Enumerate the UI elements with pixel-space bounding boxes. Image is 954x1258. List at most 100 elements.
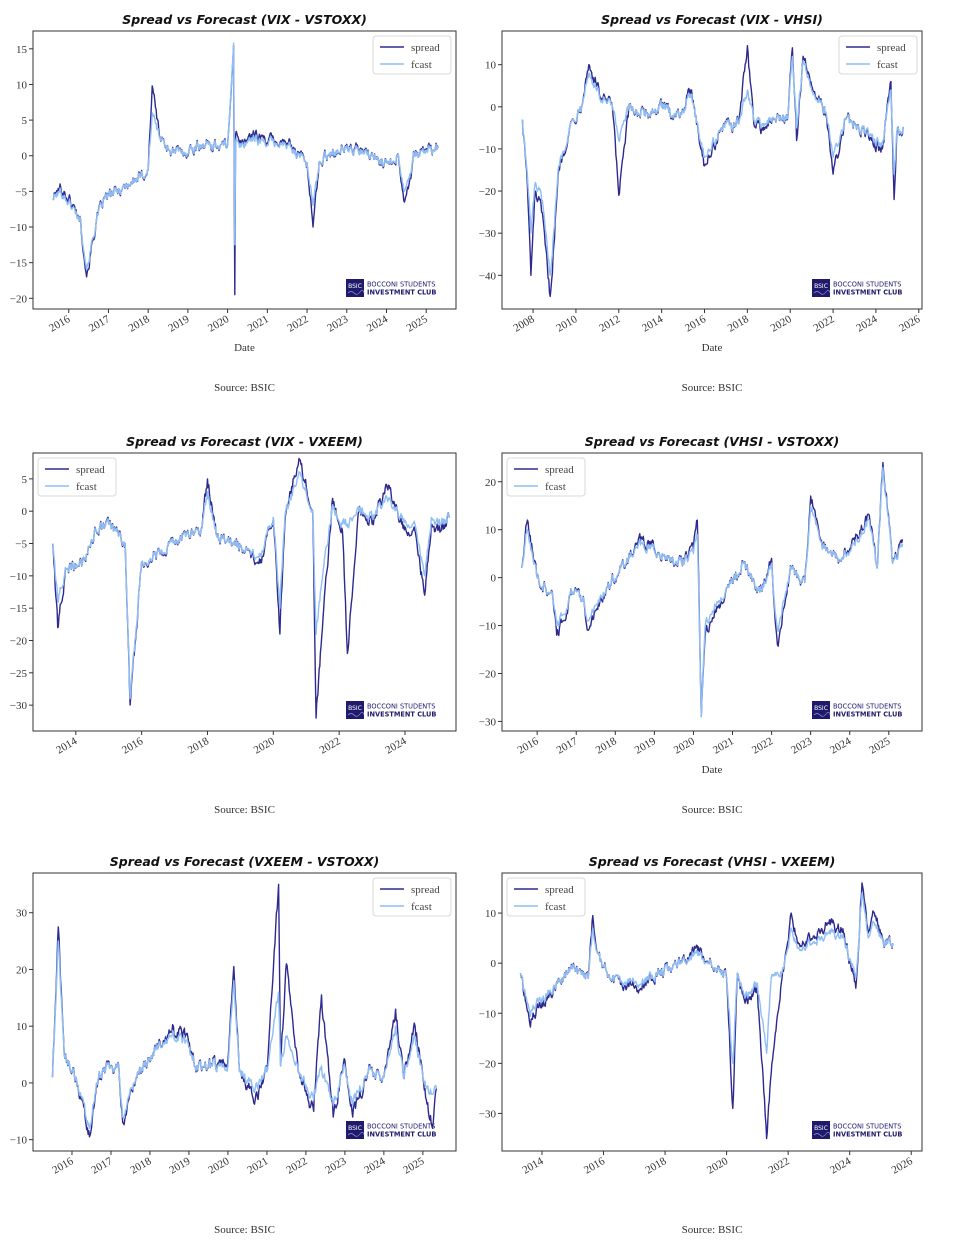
series-line-spread (51, 883, 438, 1138)
x-tick-label: 2022 (286, 313, 311, 334)
legend: spread fcast (506, 877, 586, 917)
series-line-fcast (52, 42, 439, 271)
plot-frame (501, 30, 923, 310)
logo-badge-text: BSIC (814, 283, 828, 290)
x-tick-label: 2014 (520, 1155, 545, 1177)
y-tick-label: 30 (16, 908, 28, 920)
x-tick-label: 2016 (50, 1155, 75, 1177)
y-tick-label: −10 (479, 621, 497, 633)
x-tick-label: 2010 (554, 313, 579, 335)
x-tick-label: 2021 (711, 735, 736, 756)
logo-wave-icon (813, 1131, 831, 1137)
series-group (52, 457, 451, 719)
x-axis-label: Date (702, 764, 723, 776)
x-tick-label: 2020 (206, 313, 231, 335)
y-tick-label: −20 (479, 186, 497, 198)
series-line-fcast (521, 55, 905, 276)
x-tick-label: 2024 (362, 1155, 387, 1177)
series-line-fcast (51, 940, 438, 1129)
chart-panel-vix-vhsi: Spread vs Forecast (VIX - VHSI) 10 0 −10 −20… (477, 0, 954, 416)
chart-vhsi-vstoxx: Spread vs Forecast (VHSI - VSTOXX) 20 10 0 −… (479, 434, 923, 816)
legend: spread fcast (372, 35, 452, 75)
chart-panel-vix-vstoxx: Spread vs Forecast (VIX - VSTOXX) 15 10 5 0 −… (0, 0, 477, 416)
y-tick-label: −10 (479, 1008, 497, 1020)
x-axis-label: Date (702, 342, 723, 354)
series-line-fcast (519, 892, 894, 1064)
y-tick-label: −20 (479, 1058, 497, 1070)
y-tick-label: −20 (479, 668, 497, 680)
logo-wave-icon (347, 289, 365, 295)
y-tick-label: −5 (15, 186, 27, 198)
logo-line-1: BOCCONI STUDENTS (367, 703, 435, 711)
chart-vxeem-vstoxx: Spread vs Forecast (VXEEM - VSTOXX) 30 201… (10, 854, 457, 1236)
x-tick-label: 2021 (245, 1155, 270, 1176)
x-tick-label: 2022 (750, 735, 775, 756)
x-tick-label: 2018 (594, 735, 619, 757)
chart-title: Spread vs Forecast (VHSI - VSTOXX) (585, 434, 839, 449)
x-tick-label: 2024 (828, 1155, 853, 1177)
x-tick-label: 2018 (127, 313, 152, 335)
x-tick-label: 2016 (120, 735, 145, 757)
x-tick-label: 2024 (383, 735, 408, 757)
logo-line-2: INVESTMENT CLUB (367, 1131, 436, 1139)
legend: spread fcast (372, 877, 452, 917)
plot-frame (501, 872, 923, 1152)
legend: spread fcast (506, 457, 586, 497)
x-axis-label: Date (234, 342, 255, 354)
logo-line-1: BOCCONI STUDENTS (833, 281, 901, 289)
x-tick-label: 2016 (582, 1155, 607, 1177)
x-tick-label: 2024 (365, 313, 390, 335)
y-tick-label: −10 (10, 1135, 28, 1147)
chart-panel-vhsi-vxeem: Spread vs Forecast (VHSI - VXEEM) 10 0 −10 −… (477, 842, 954, 1258)
x-tick-label: 2017 (555, 735, 580, 757)
y-tick-label: 0 (22, 1078, 28, 1090)
logo-badge-text: BSIC (348, 705, 362, 712)
x-tick-label: 2022 (812, 313, 837, 334)
legend-label-fcast: fcast (76, 481, 97, 493)
legend-label-fcast: fcast (545, 481, 566, 493)
chart-panel-vhsi-vstoxx: Spread vs Forecast (VHSI - VSTOXX) 20 10 0 −… (477, 422, 954, 838)
x-tick-label: 2026 (890, 1155, 915, 1177)
x-tick-label: 2019 (167, 1155, 192, 1177)
series-group (519, 882, 894, 1140)
y-tick-label: −5 (15, 539, 27, 551)
x-tick-label: 2016 (516, 735, 541, 757)
chart-panel-vxeem-vstoxx: Spread vs Forecast (VXEEM - VSTOXX) 30 20 1… (0, 842, 477, 1258)
source-caption: Source: BSIC (214, 804, 275, 816)
chart-vix-vstoxx: Spread vs Forecast (VIX - VSTOXX) 15 10 5 0 −… (10, 12, 457, 394)
y-tick-label: 10 (485, 908, 497, 920)
chart-title: Spread vs Forecast (VXEEM - VSTOXX) (110, 854, 379, 869)
x-tick-label: 2014 (640, 313, 665, 335)
series-line-spread (520, 461, 904, 718)
legend-label-spread: spread (877, 42, 906, 54)
x-tick-label: 2008 (512, 313, 537, 335)
y-tick-label: −10 (479, 144, 497, 156)
chart-vhsi-vxeem: Spread vs Forecast (VHSI - VXEEM) 10 0 −10 −… (479, 854, 923, 1236)
logo-wave-icon (347, 711, 365, 717)
y-tick-label: −30 (10, 700, 28, 712)
x-tick-label: 2022 (318, 735, 343, 756)
x-tick-label: 2017 (89, 1155, 114, 1177)
y-tick-label: 20 (485, 477, 497, 489)
series-line-spread (521, 45, 905, 298)
chart-title: Spread vs Forecast (VHSI - VXEEM) (589, 854, 836, 869)
logo-line-1: BOCCONI STUDENTS (833, 1123, 901, 1131)
x-tick-label: 2025 (401, 1155, 426, 1177)
x-tick-label: 2026 (897, 313, 922, 335)
x-tick-label: 2024 (854, 313, 879, 335)
x-tick-label: 2025 (867, 735, 892, 757)
chart-panel-vix-vxeem: Spread vs Forecast (VIX - VXEEM) 5 0 −5 −10 −… (0, 422, 477, 838)
y-tick-label: −15 (10, 603, 28, 615)
logo-line-2: INVESTMENT CLUB (367, 289, 436, 297)
y-tick-label: 10 (16, 1021, 28, 1033)
series-line-spread (52, 457, 451, 719)
series-group (52, 42, 439, 296)
source-caption: Source: BSIC (682, 382, 743, 394)
legend: spread fcast (37, 457, 117, 497)
logo-line-2: INVESTMENT CLUB (367, 711, 436, 719)
x-tick-label: 2016 (683, 313, 708, 335)
